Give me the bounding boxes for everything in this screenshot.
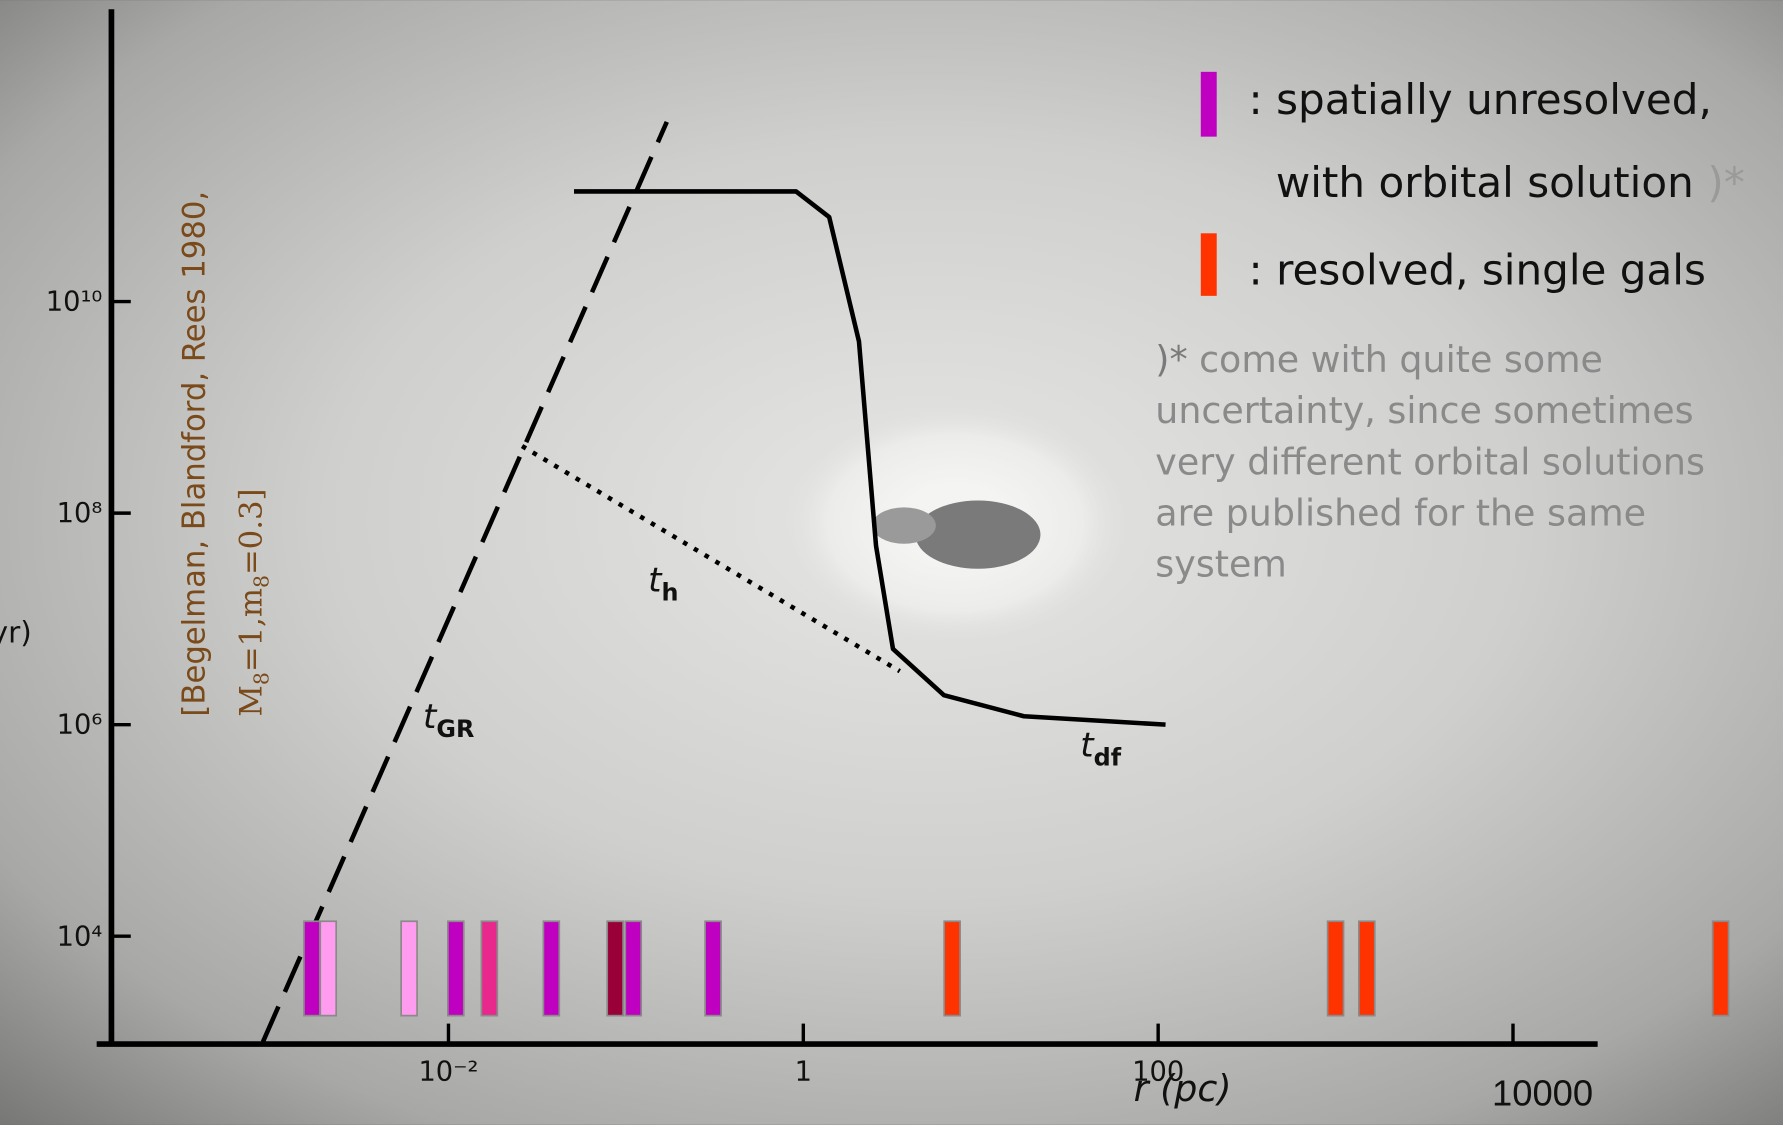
chart: yr) r (pc) [Begelman, Blandford, Rees 19… — [0, 0, 1783, 1125]
legend-swatch — [1201, 72, 1217, 137]
legend-text: with orbital solution )* — [1276, 158, 1745, 207]
marker-bar — [304, 921, 320, 1015]
curve-label-sub: GR — [436, 715, 474, 743]
background-hole — [915, 501, 1040, 569]
marker-bar — [481, 921, 497, 1015]
citation-sub: 8 — [249, 575, 273, 588]
citation-sub: 8 — [249, 672, 273, 685]
note-line: come with quite some — [1199, 338, 1603, 381]
citation-part: M — [235, 685, 270, 716]
marker-bar — [401, 921, 417, 1015]
note-text: very different orbital solutions — [1155, 440, 1705, 483]
x-tick-label: 10⁻² — [418, 1056, 478, 1087]
legend-line: with orbital solution — [1276, 158, 1694, 207]
y-tick-label: 10⁶ — [57, 710, 103, 741]
note-text: )* come with quite some — [1155, 338, 1603, 381]
marker-bar — [705, 921, 721, 1015]
marker-bar — [1359, 921, 1375, 1015]
note-line: uncertainty, since sometimes — [1155, 389, 1693, 432]
background-hole — [872, 507, 936, 543]
legend-swatch — [1201, 233, 1217, 296]
note-text: system — [1155, 543, 1287, 586]
x-tick-label: 10000 — [1492, 1072, 1593, 1113]
marker-bar — [607, 921, 623, 1015]
legend-text: : spatially unresolved, — [1249, 75, 1712, 124]
curve-label-sub: df — [1094, 743, 1122, 771]
note-line: very different orbital solutions — [1155, 440, 1705, 483]
citation-line: [Begelman, Blandford, Rees 1980, — [178, 191, 213, 717]
marker-bar — [944, 921, 960, 1015]
y-axis-label: yr) — [0, 616, 32, 650]
note-mark: )* — [1155, 338, 1187, 381]
x-tick-label: 100 — [1132, 1056, 1184, 1087]
note-text: are published for the same — [1155, 492, 1646, 535]
marker-bar — [320, 921, 336, 1015]
note-text: uncertainty, since sometimes — [1155, 389, 1693, 432]
legend-mark: )* — [1707, 158, 1744, 207]
marker-bar — [1713, 921, 1729, 1015]
y-tick-label: 10¹⁰ — [46, 287, 103, 318]
citation-part: =0.3] — [235, 489, 270, 576]
note-line: system — [1155, 543, 1287, 586]
y-tick-label: 10⁴ — [57, 921, 103, 952]
note-line: are published for the same — [1155, 492, 1646, 535]
citation-part: =1,m — [235, 588, 270, 672]
marker-bar — [625, 921, 641, 1015]
legend-text: : resolved, single gals — [1249, 245, 1706, 294]
x-tick-label: 1 — [795, 1056, 812, 1087]
marker-bar — [543, 921, 559, 1015]
marker-bar — [1328, 921, 1344, 1015]
marker-bar — [448, 921, 464, 1015]
curve-label-sub: h — [662, 579, 679, 607]
y-tick-label: 10⁸ — [57, 498, 103, 529]
